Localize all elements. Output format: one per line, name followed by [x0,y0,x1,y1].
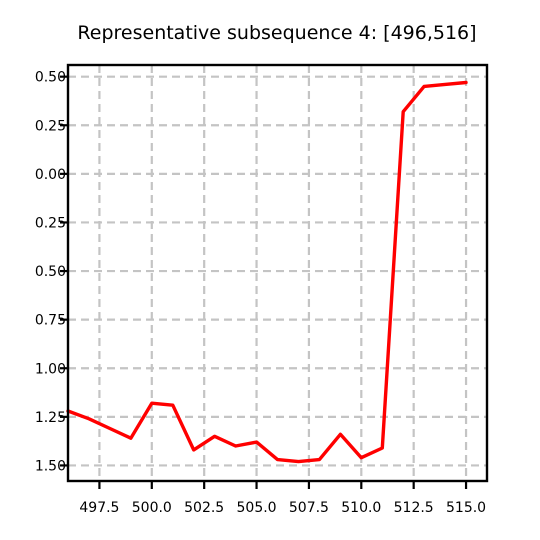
x-tick-label: 515.0 [446,500,486,516]
x-tick-label: 505.0 [237,500,277,516]
y-tick-label: 0.50 [35,264,66,280]
x-tick-label: 502.5 [184,500,224,516]
chart-title: Representative subsequence 4: [496,516] [77,22,476,44]
x-tick-label: 510.0 [341,500,381,516]
y-tick-label: 1.50 [35,458,66,474]
y-tick-label: 0.75 [35,313,66,329]
tick-layer: 497.5 500.0 502.5 505.0 507.5 510.0 512.5 515.0… [35,70,486,516]
series-layer [66,80,468,464]
x-tick-label: 507.5 [289,500,329,516]
y-tick-label: 1.25 [35,410,66,426]
y-tick-label: 0.00 [35,167,66,183]
y-tick-label: 0.25 [35,118,66,134]
series-line [66,80,468,464]
grid-lines [68,65,487,481]
x-tick-label: 497.5 [79,500,119,516]
x-tick-label: 500.0 [132,500,172,516]
plot-frame [66,63,489,483]
y-tick-label: 0.25 [35,215,66,231]
y-tick-label: 1.00 [35,361,66,377]
y-tick-label: 0.50 [35,70,66,86]
x-tick-label: 512.5 [394,500,434,516]
